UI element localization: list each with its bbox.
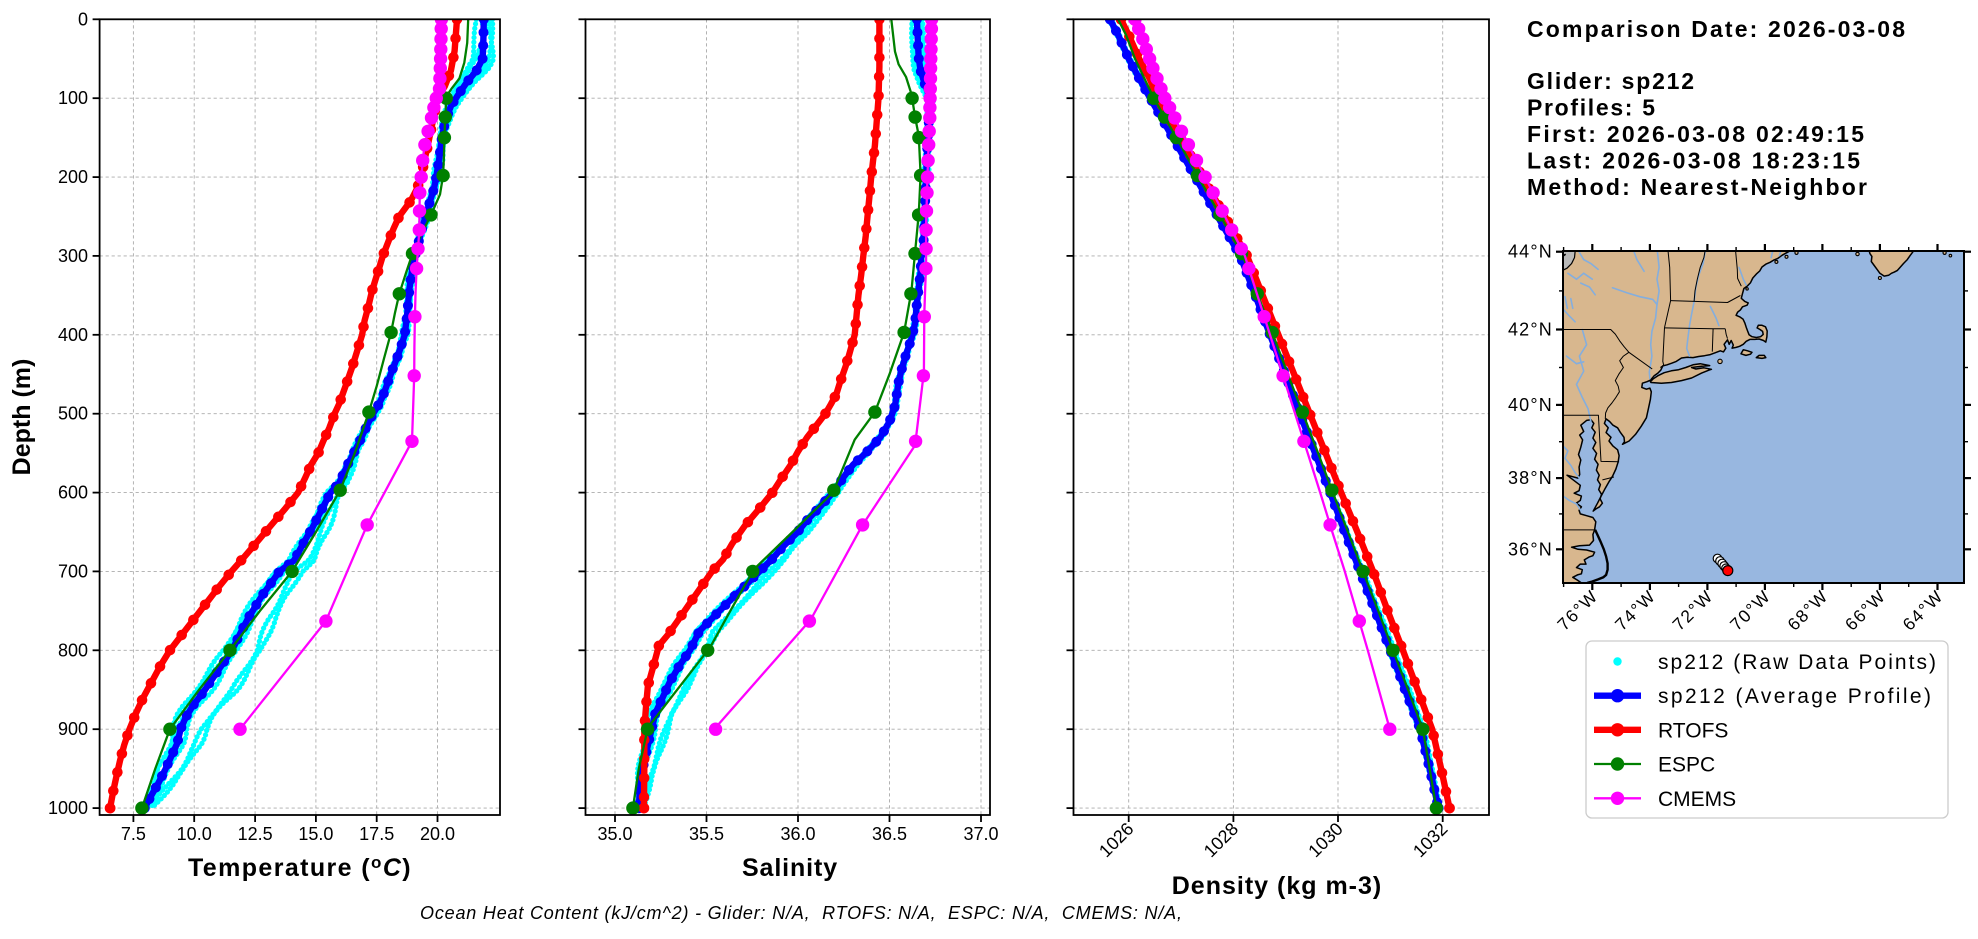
- svg-text:sp212 (Average Profile): sp212 (Average Profile): [1658, 685, 1931, 708]
- svg-text:36.0: 36.0: [780, 824, 815, 844]
- svg-text:Last: 2026-03-08 18:23:15: Last: 2026-03-08 18:23:15: [1527, 148, 1860, 174]
- svg-text:0: 0: [78, 9, 88, 29]
- svg-text:700: 700: [58, 561, 88, 581]
- svg-text:800: 800: [58, 640, 88, 660]
- svg-text:Density (kg m-3): Density (kg m-3): [1172, 872, 1382, 900]
- svg-text:600: 600: [58, 483, 88, 503]
- svg-text:100: 100: [58, 88, 88, 108]
- svg-text:Comparison Date: 2026-03-08: Comparison Date: 2026-03-08: [1527, 16, 1905, 42]
- svg-text:Glider: sp212: Glider: sp212: [1527, 68, 1694, 94]
- svg-text:Ocean Heat Content (kJ/cm^2) -: Ocean Heat Content (kJ/cm^2) - Glider: N…: [420, 903, 1182, 923]
- svg-text:Profiles: 5: Profiles: 5: [1527, 95, 1655, 121]
- svg-text:Salinity: Salinity: [742, 854, 838, 882]
- svg-text:1000: 1000: [48, 798, 88, 818]
- svg-text:15.0: 15.0: [298, 824, 333, 844]
- svg-text:ESPC: ESPC: [1658, 754, 1715, 777]
- svg-text:20.0: 20.0: [420, 824, 455, 844]
- svg-text:36°N: 36°N: [1508, 539, 1553, 559]
- svg-text:200: 200: [58, 167, 88, 187]
- svg-text:40°N: 40°N: [1508, 395, 1553, 415]
- svg-text:400: 400: [58, 325, 88, 345]
- svg-text:500: 500: [58, 404, 88, 424]
- svg-text:First: 2026-03-08 02:49:15: First: 2026-03-08 02:49:15: [1527, 121, 1864, 147]
- svg-text:900: 900: [58, 719, 88, 739]
- svg-text:10.0: 10.0: [177, 824, 212, 844]
- svg-text:300: 300: [58, 246, 88, 266]
- svg-text:38°N: 38°N: [1508, 468, 1553, 488]
- svg-text:17.5: 17.5: [359, 824, 394, 844]
- svg-text:Method: Nearest-Neighbor: Method: Nearest-Neighbor: [1527, 174, 1867, 200]
- svg-text:35.5: 35.5: [689, 824, 724, 844]
- svg-text:42°N: 42°N: [1508, 320, 1553, 340]
- svg-text:12.5: 12.5: [238, 824, 273, 844]
- svg-text:Depth (m): Depth (m): [8, 359, 36, 476]
- svg-text:36.5: 36.5: [872, 824, 907, 844]
- svg-text:RTOFS: RTOFS: [1658, 719, 1728, 742]
- svg-text:CMEMS: CMEMS: [1658, 788, 1736, 811]
- svg-text:35.0: 35.0: [597, 824, 632, 844]
- svg-text:37.0: 37.0: [963, 824, 998, 844]
- svg-text:7.5: 7.5: [121, 824, 146, 844]
- svg-text:44°N: 44°N: [1508, 242, 1553, 262]
